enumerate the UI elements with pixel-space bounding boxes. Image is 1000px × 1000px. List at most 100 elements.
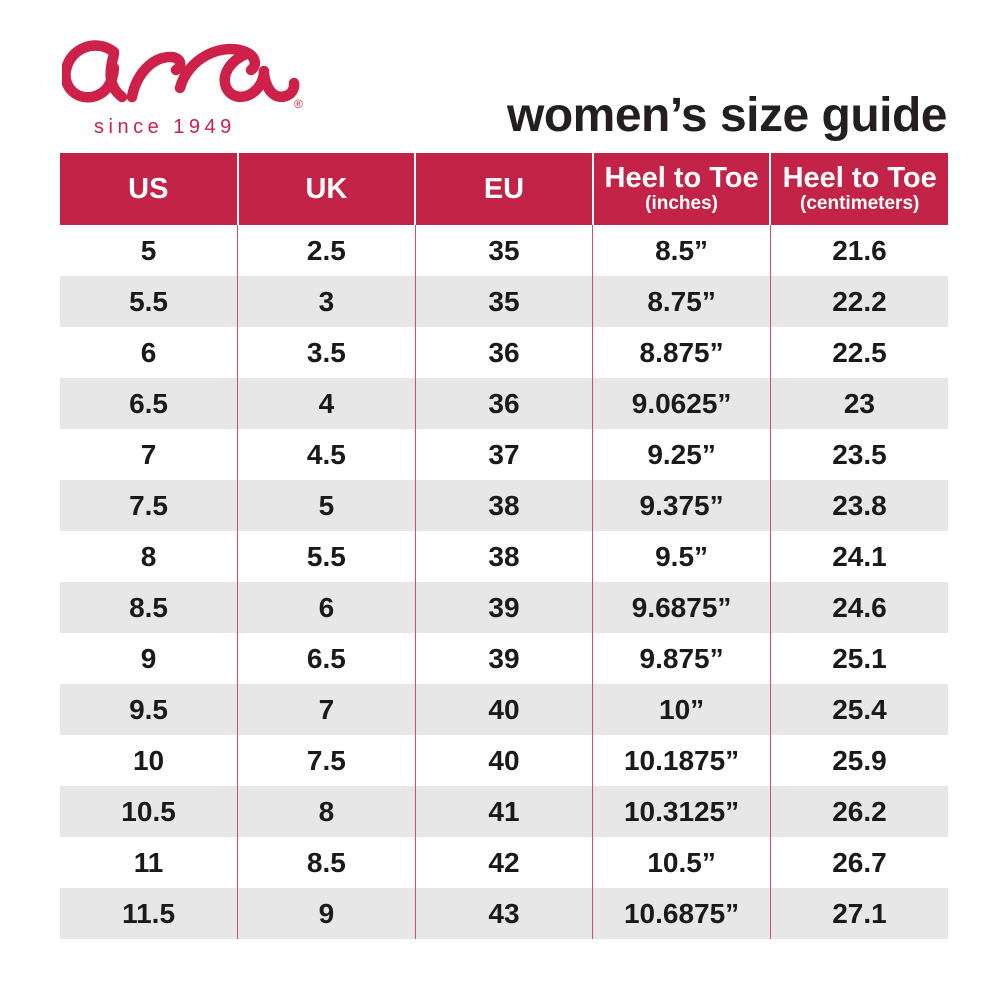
size-table-header: US UK EU Heel to Toe (inches) Heel to To… [60, 153, 948, 225]
table-cell: 11 [60, 837, 239, 888]
column-label: US [128, 172, 169, 205]
table-cell: 6.5 [60, 378, 239, 429]
table-cell: 4 [237, 378, 416, 429]
column-label: UK [305, 172, 348, 205]
table-cell: 9 [60, 633, 239, 684]
table-cell: 8.5 [60, 582, 239, 633]
table-cell: 24.6 [832, 591, 887, 623]
column-header-heel-to-toe-inches: Heel to Toe (inches) [592, 153, 772, 225]
table-cell: 10” [592, 684, 771, 735]
table-row: 8.5 6 39 9.6875” 24.6 [60, 582, 948, 633]
table-cell: 9.5” [592, 531, 771, 582]
column-header-uk: UK [237, 153, 417, 225]
table-cell: 22.5 [832, 336, 887, 368]
column-header-eu: EU [415, 153, 594, 225]
table-cell: 37 [415, 429, 594, 480]
table-cell: 43 [415, 888, 594, 939]
table-cell: 9 [237, 888, 416, 939]
table-cell: 40 [415, 684, 594, 735]
table-cell: 25.1 [832, 642, 887, 674]
table-cell: 23 [843, 387, 876, 419]
table-cell: 2.5 [237, 225, 416, 276]
table-cell: 7 [60, 429, 239, 480]
table-cell: 8.5 [237, 837, 416, 888]
table-cell: 23.5 [832, 438, 887, 470]
table-row: 10 7.5 40 10.1875” 25.9 [60, 735, 948, 786]
table-cell: 4.5 [237, 429, 416, 480]
brand-block: ® since 1949 [62, 38, 322, 139]
table-cell: 5.5 [237, 531, 416, 582]
table-cell: 39 [415, 633, 594, 684]
table-cell: 9.375” [592, 480, 771, 531]
table-cell: 7.5 [237, 735, 416, 786]
table-cell: 5 [60, 225, 239, 276]
table-cell: 10.5” [592, 837, 771, 888]
table-cell: 38 [415, 531, 594, 582]
table-row: 11 8.5 42 10.5” 26.7 [60, 837, 948, 888]
table-cell: 35 [415, 225, 594, 276]
table-row: 9 6.5 39 9.875” 25.1 [60, 633, 948, 684]
column-header-us: US [60, 153, 239, 225]
table-cell: 9.6875” [592, 582, 771, 633]
table-row: 7.5 5 38 9.375” 23.8 [60, 480, 948, 531]
table-cell: 26.2 [832, 795, 887, 827]
table-row: 5 2.5 35 8.5” 21.6 [60, 225, 948, 276]
table-row: 9.5 7 40 10” 25.4 [60, 684, 948, 735]
table-cell: 8.875” [592, 327, 771, 378]
table-row: 7 4.5 37 9.25” 23.5 [60, 429, 948, 480]
table-cell: 9.875” [592, 633, 771, 684]
table-cell: 10.6875” [592, 888, 771, 939]
table-cell: 8.5” [592, 225, 771, 276]
table-cell: 39 [415, 582, 594, 633]
table-cell: 25.4 [832, 693, 887, 725]
size-table: US UK EU Heel to Toe (inches) Heel to To… [60, 153, 948, 939]
table-cell: 8 [237, 786, 416, 837]
table-row: 8 5.5 38 9.5” 24.1 [60, 531, 948, 582]
table-cell: 27.1 [832, 897, 887, 929]
table-cell: 6 [237, 582, 416, 633]
table-cell: 7.5 [60, 480, 239, 531]
size-table-body: 5 2.5 35 8.5” 21.6 5.5 3 35 8.75” 22.2 6 3.5 36 8.875… [60, 225, 948, 939]
column-sublabel: (centimeters) [800, 193, 920, 215]
table-cell: 35 [415, 276, 594, 327]
table-cell: 36 [415, 378, 594, 429]
table-cell: 10.5 [60, 786, 239, 837]
table-cell: 40 [415, 735, 594, 786]
table-cell: 9.0625” [592, 378, 771, 429]
table-cell: 42 [415, 837, 594, 888]
brand-tagline: since 1949 [94, 116, 236, 138]
ara-logo-icon: ® [62, 40, 303, 111]
table-cell: 24.1 [832, 540, 887, 572]
table-cell: 7 [237, 684, 416, 735]
column-header-heel-to-toe-centimeters: Heel to Toe (centimeters) [770, 153, 948, 225]
table-cell: 38 [415, 480, 594, 531]
table-cell: 5.5 [60, 276, 239, 327]
table-row: 6.5 4 36 9.0625” 23 [60, 378, 948, 429]
column-label: EU [483, 172, 525, 205]
column-label: Heel to Toe [604, 161, 759, 194]
table-cell: 22.2 [832, 285, 887, 317]
table-cell: 36 [415, 327, 594, 378]
table-cell: 26.7 [832, 846, 887, 878]
column-label: Heel to Toe [782, 161, 937, 194]
table-row: 6 3.5 36 8.875” 22.5 [60, 327, 948, 378]
table-cell: 8 [60, 531, 239, 582]
table-cell: 41 [415, 786, 594, 837]
table-cell: 3 [237, 276, 416, 327]
header-row: US UK EU Heel to Toe (inches) Heel to To… [60, 153, 948, 225]
table-cell: 11.5 [60, 888, 239, 939]
registered-mark-icon: ® [294, 97, 303, 111]
table-row: 10.5 8 41 10.3125” 26.2 [60, 786, 948, 837]
table-cell: 10 [60, 735, 239, 786]
table-cell: 3.5 [237, 327, 416, 378]
table-cell: 21.6 [832, 234, 887, 266]
table-cell: 10.1875” [592, 735, 771, 786]
page-title: women’s size guide [507, 89, 948, 142]
column-sublabel: (inches) [645, 193, 718, 215]
table-cell: 25.9 [832, 744, 887, 776]
table-cell: 9.25” [592, 429, 771, 480]
table-cell: 9.5 [60, 684, 239, 735]
table-cell: 10.3125” [592, 786, 771, 837]
table-cell: 5 [237, 480, 416, 531]
